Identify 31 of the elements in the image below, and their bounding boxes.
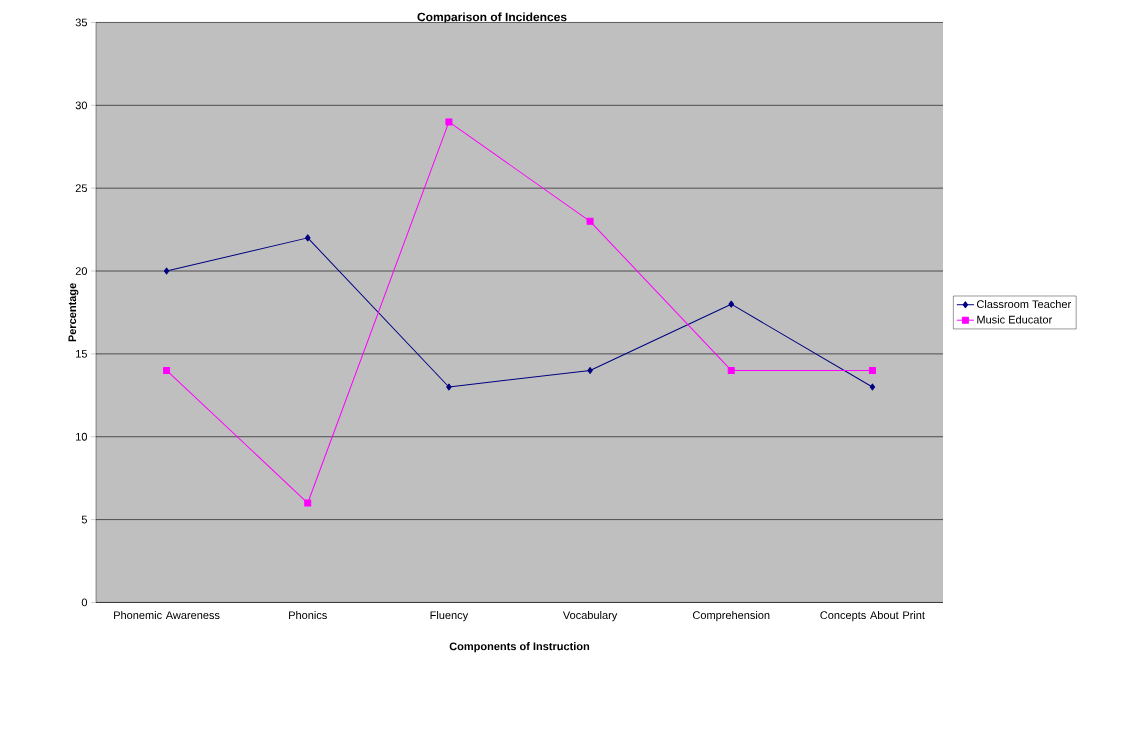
chart-title: Comparison of Incidences	[417, 12, 567, 24]
point	[163, 267, 170, 275]
point	[728, 300, 734, 308]
y-tick-label: 25	[75, 184, 87, 193]
point	[445, 118, 453, 126]
point	[869, 383, 876, 391]
y-tick-label: 10	[76, 432, 88, 441]
y-axis-title: Percentage	[68, 283, 79, 342]
legend-label: Music Educator	[977, 315, 1053, 324]
point	[587, 366, 593, 374]
x-tick-label: Vocabulary	[562, 611, 618, 622]
x-tick-label: Phonemic Awareness	[114, 611, 220, 620]
y-tick-label: 5	[81, 515, 87, 524]
y-tick-label: 15	[76, 350, 87, 358]
y-tick-label: 0	[81, 598, 88, 607]
point	[727, 366, 735, 374]
y-tick-label: 20	[75, 267, 88, 275]
point	[304, 499, 312, 507]
point	[305, 234, 311, 242]
point	[586, 217, 594, 225]
x-axis-title: Components of Instruction	[449, 642, 590, 653]
x-tick-label: Concepts About Print	[820, 611, 925, 622]
point	[446, 383, 452, 391]
legend-label: Classroom Teacher	[976, 299, 1071, 309]
point	[868, 366, 876, 374]
point	[163, 366, 171, 374]
y-tick-label: 35	[75, 18, 87, 27]
x-tick-label: Fluency	[430, 611, 469, 622]
y-tick-label: 30	[75, 101, 88, 110]
x-tick-label: Comprehension	[692, 611, 770, 622]
x-tick-label: Phonics	[289, 611, 327, 620]
